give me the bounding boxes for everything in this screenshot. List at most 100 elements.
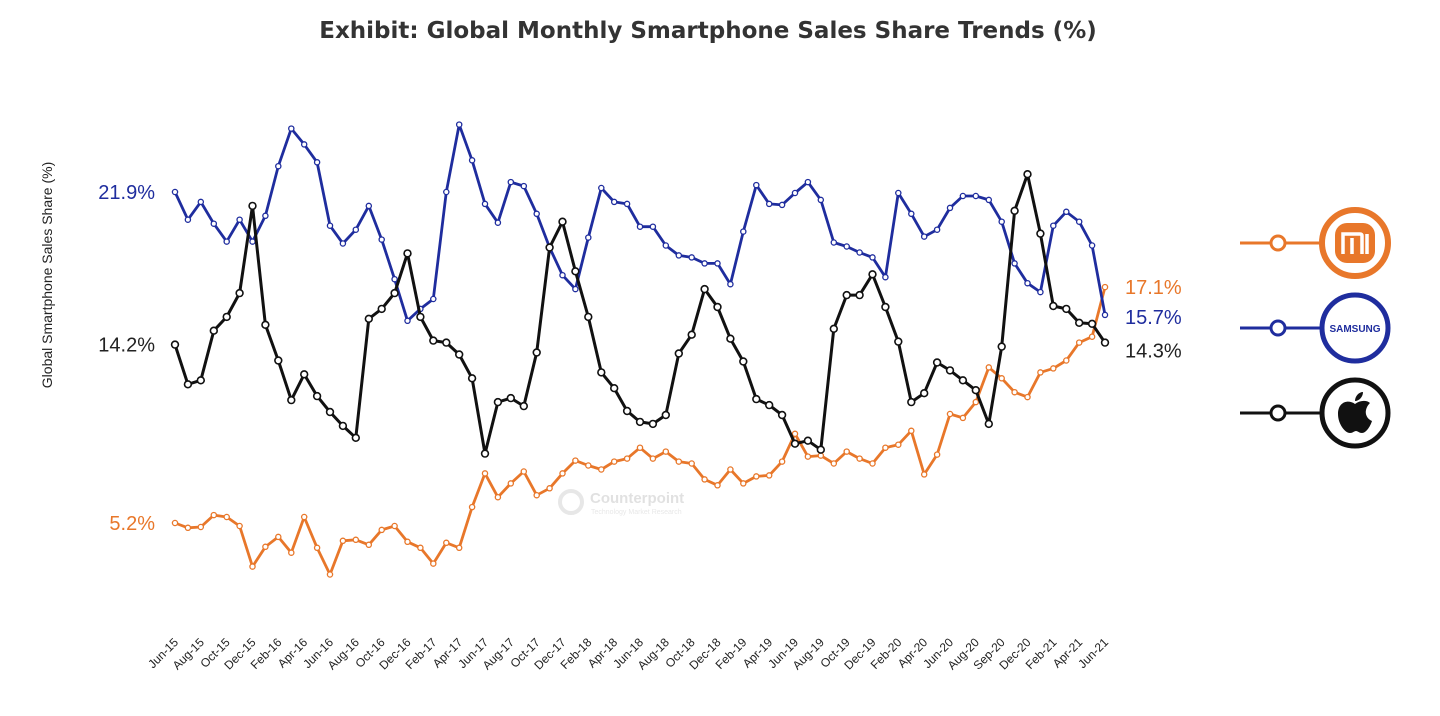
data-point-apple — [971, 386, 980, 395]
data-point-xiaomi — [791, 430, 799, 438]
data-point-xiaomi — [623, 455, 631, 462]
data-point-apple — [932, 358, 942, 367]
data-point-xiaomi — [430, 560, 437, 567]
data-point-xiaomi — [378, 526, 385, 534]
data-point-samsung — [869, 254, 876, 261]
data-point-samsung — [404, 317, 411, 325]
start-label-xiaomi: 5.2% — [109, 513, 155, 535]
data-point-samsung — [804, 178, 812, 186]
data-point-apple — [558, 217, 567, 226]
data-point-apple — [170, 340, 180, 349]
data-point-xiaomi — [184, 524, 192, 532]
x-tick-label: Jun-21 — [1075, 635, 1111, 671]
data-point-samsung — [494, 219, 502, 226]
data-point-xiaomi — [753, 473, 760, 480]
data-point-apple — [777, 410, 787, 420]
legend-item-xiaomi — [1240, 207, 1391, 279]
data-point-apple — [312, 391, 322, 401]
data-point-samsung — [339, 240, 347, 247]
data-point-xiaomi — [727, 466, 734, 473]
data-point-xiaomi — [1024, 393, 1031, 401]
data-point-apple — [790, 439, 800, 448]
data-point-xiaomi — [236, 522, 243, 530]
watermark: Counterpoint Technology Market Research — [558, 489, 684, 516]
data-point-samsung — [249, 238, 256, 245]
data-point-xiaomi — [610, 458, 618, 465]
data-point-xiaomi — [391, 522, 398, 530]
data-point-xiaomi — [417, 544, 424, 552]
data-point-xiaomi — [598, 466, 605, 473]
data-point-apple — [196, 376, 206, 385]
data-point-samsung — [688, 254, 695, 261]
data-point-samsung — [765, 200, 773, 208]
data-point-apple — [687, 330, 696, 339]
legend-marker — [1269, 234, 1287, 252]
data-point-apple — [209, 326, 219, 335]
data-point-apple — [506, 393, 515, 403]
data-point-samsung — [817, 196, 825, 204]
data-point-apple — [274, 356, 283, 365]
data-point-xiaomi — [262, 543, 269, 551]
data-point-apple — [635, 417, 645, 427]
data-point-apple — [338, 421, 348, 431]
data-point-samsung — [378, 236, 385, 243]
mi-logo-glyph — [1341, 232, 1369, 254]
data-point-apple — [467, 374, 477, 383]
data-point-apple — [248, 201, 257, 211]
data-point-samsung — [856, 249, 863, 256]
data-point-samsung — [920, 233, 928, 240]
data-point-samsung — [830, 239, 838, 246]
data-point-xiaomi — [675, 458, 683, 465]
data-point-xiaomi — [688, 460, 695, 467]
value-labels: 5.2% 17.1% 21.9% 15.7% 14.2% 14.3% — [98, 182, 1182, 535]
data-point-samsung — [895, 189, 902, 197]
apple-logo-glyph — [1338, 392, 1372, 433]
data-point-samsung — [572, 285, 579, 293]
data-point-xiaomi — [649, 455, 657, 462]
watermark-tagline: Technology Market Research — [591, 509, 682, 516]
data-point-xiaomi — [1050, 365, 1057, 372]
data-point-samsung — [946, 204, 954, 212]
data-point-apple — [1010, 206, 1019, 216]
data-point-samsung — [1050, 222, 1057, 229]
data-point-xiaomi — [856, 455, 863, 462]
data-point-apple — [661, 410, 670, 420]
data-point-samsung — [636, 223, 644, 230]
series-line-apple — [173, 172, 1107, 456]
data-point-samsung — [778, 201, 786, 209]
data-point-samsung — [701, 260, 708, 267]
legend: SAMSUNG — [1240, 207, 1391, 449]
data-point-samsung — [559, 271, 566, 279]
start-label-samsung: 21.9% — [98, 182, 155, 204]
data-point-apple — [287, 395, 296, 405]
data-point-xiaomi — [701, 476, 708, 483]
data-point-apple — [984, 419, 993, 429]
legend-marker — [1269, 319, 1287, 337]
data-point-samsung — [998, 218, 1005, 225]
data-point-apple — [442, 338, 451, 347]
data-point-apple — [364, 314, 373, 323]
data-point-xiaomi — [507, 480, 515, 487]
data-point-samsung — [1063, 208, 1070, 216]
data-point-apple — [351, 433, 360, 442]
data-point-samsung — [1075, 218, 1083, 225]
data-point-samsung — [481, 200, 489, 208]
data-point-xiaomi — [468, 503, 476, 511]
data-point-xiaomi — [455, 544, 463, 552]
data-point-xiaomi — [636, 444, 644, 451]
data-point-samsung — [313, 159, 321, 166]
data-point-apple — [842, 290, 851, 300]
data-point-apple — [1074, 318, 1084, 327]
data-point-samsung — [223, 238, 230, 245]
data-point-apple — [997, 342, 1006, 351]
end-label-apple: 14.3% — [1125, 341, 1182, 363]
samsung-logo-text: SAMSUNG — [1329, 324, 1380, 335]
data-point-apple — [1049, 301, 1058, 311]
data-point-xiaomi — [933, 451, 941, 458]
data-point-xiaomi — [804, 453, 812, 460]
samsung-logo-icon — [1319, 292, 1391, 364]
data-point-samsung — [649, 223, 657, 230]
data-point-samsung — [753, 181, 760, 189]
data-point-xiaomi — [1037, 369, 1044, 376]
series-xiaomi — [171, 283, 1109, 578]
